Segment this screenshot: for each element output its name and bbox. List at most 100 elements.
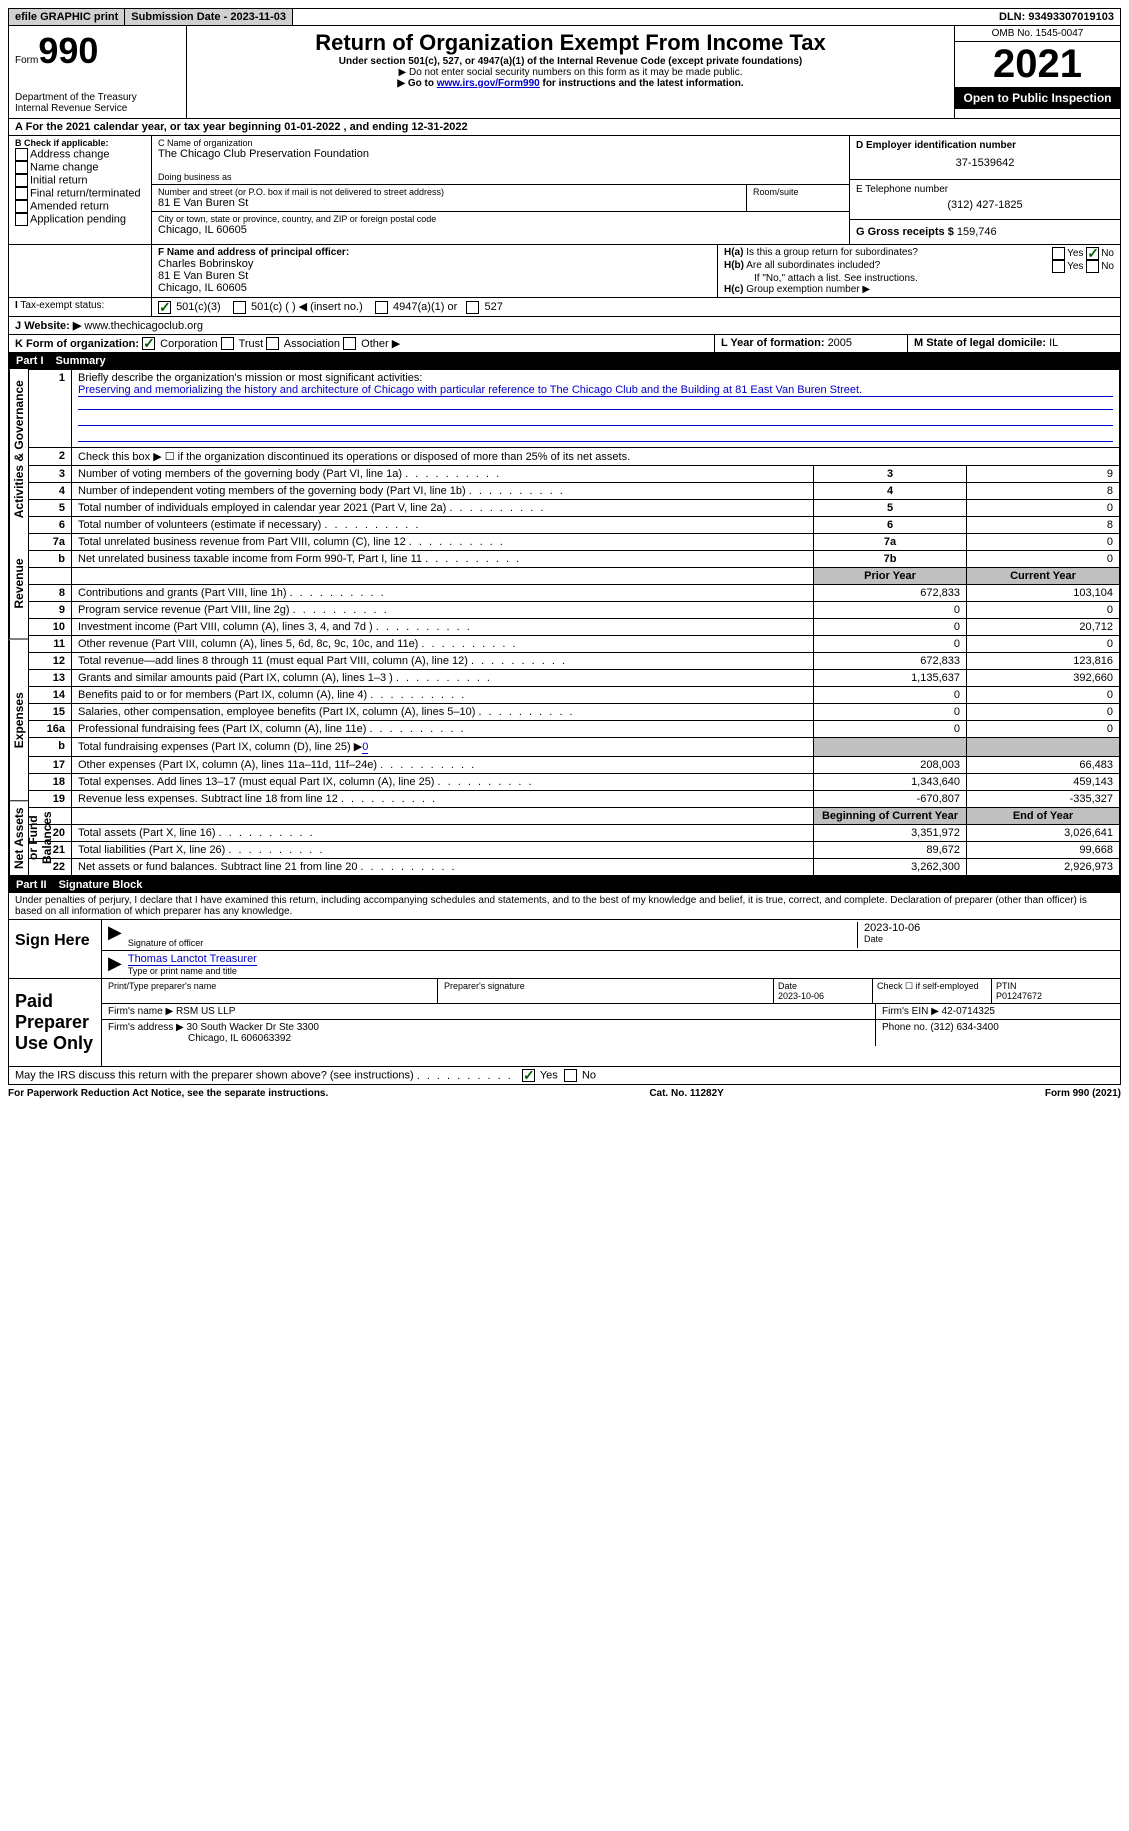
discuss-yes: Yes <box>540 1070 558 1082</box>
dln-value: 93493307019103 <box>1028 11 1114 23</box>
vert-rev: Revenue <box>9 529 28 640</box>
name-change-label: Name change <box>30 161 99 173</box>
period-begin: 01-01-2022 <box>284 121 340 133</box>
submission-date: Submission Date - 2023-11-03 <box>125 9 293 25</box>
initial-return-checkbox[interactable] <box>15 174 28 187</box>
gross-value: 159,746 <box>957 226 997 238</box>
goto-post: for instructions and the latest informat… <box>540 78 744 89</box>
vert-ag: Activities & Governance <box>9 369 28 529</box>
501c3-checkbox[interactable] <box>158 301 171 314</box>
goto-pre: ▶ Go to <box>397 78 436 89</box>
period-end: 12-31-2022 <box>411 121 467 133</box>
submission-date-value: 2023-11-03 <box>230 11 286 23</box>
table-row: 22Net assets or fund balances. Subtract … <box>29 859 1120 876</box>
4947-label: 4947(a)(1) or <box>393 301 457 313</box>
col-current: Current Year <box>967 568 1120 585</box>
hb-no-checkbox[interactable] <box>1086 260 1099 273</box>
vert-exp: Expenses <box>9 640 28 801</box>
line1-label: Briefly describe the organization's miss… <box>78 372 422 384</box>
discuss-yes-checkbox[interactable] <box>522 1069 535 1082</box>
amended-checkbox[interactable] <box>15 200 28 213</box>
trust-checkbox[interactable] <box>221 337 234 350</box>
box-h: H(a) Is this a group return for subordin… <box>718 245 1120 297</box>
period-pre: For the 2021 calendar year, or tax year … <box>26 121 285 133</box>
open-to-public: Open to Public Inspection <box>955 87 1120 109</box>
irs-label: Internal Revenue Service <box>15 103 180 114</box>
klm-row: K Form of organization: Corporation Trus… <box>8 335 1121 354</box>
table-row: 11Other revenue (Part VIII, column (A), … <box>29 636 1120 653</box>
name-change-checkbox[interactable] <box>15 161 28 174</box>
table-row: 16aProfessional fundraising fees (Part I… <box>29 721 1120 738</box>
501c-checkbox[interactable] <box>233 301 246 314</box>
firm-name-value: RSM US LLP <box>176 1006 235 1017</box>
form-org-label: K Form of organization: <box>15 338 139 350</box>
vert-net: Net Assets or Fund Balances <box>9 801 28 876</box>
efile-print-button[interactable]: efile GRAPHIC print <box>9 9 125 25</box>
paid-preparer-block: Paid Preparer Use Only Print/Type prepar… <box>8 979 1121 1067</box>
part2-title: Signature Block <box>59 879 143 891</box>
instructions-link[interactable]: www.irs.gov/Form990 <box>437 78 540 89</box>
527-checkbox[interactable] <box>466 301 479 314</box>
ha-no-checkbox[interactable] <box>1086 247 1099 260</box>
form-word: Form <box>15 55 38 66</box>
firm-addr2: Chicago, IL 606063392 <box>108 1033 869 1044</box>
street-value: 81 E Van Buren St <box>158 197 740 209</box>
firm-ein-value: 42-0714325 <box>942 1006 995 1017</box>
table-row: 15Salaries, other compensation, employee… <box>29 704 1120 721</box>
other-checkbox[interactable] <box>343 337 356 350</box>
cat-no: Cat. No. 11282Y <box>649 1088 723 1099</box>
hb-yes-checkbox[interactable] <box>1052 260 1065 273</box>
final-return-checkbox[interactable] <box>15 187 28 200</box>
officer-name: Charles Bobrinskoy <box>158 258 711 270</box>
mission-text: Preserving and memorializing the history… <box>78 384 1113 397</box>
table-row: 3Number of voting members of the governi… <box>29 466 1120 483</box>
org-name: The Chicago Club Preservation Foundation <box>158 148 843 160</box>
domicile-value: IL <box>1049 337 1058 349</box>
part2-header: Part II Signature Block <box>8 877 1121 893</box>
tax-year: 2021 <box>993 42 1082 86</box>
ptin-value: P01247672 <box>996 991 1042 1001</box>
discuss-no: No <box>582 1070 596 1082</box>
app-pending-label: Application pending <box>30 213 126 225</box>
phone-value: (312) 427-1825 <box>856 195 1114 215</box>
table-row: 7aTotal unrelated business revenue from … <box>29 534 1120 551</box>
assoc-checkbox[interactable] <box>266 337 279 350</box>
table-row: 8Contributions and grants (Part VIII, li… <box>29 585 1120 602</box>
sig-date-value: 2023-10-06 <box>864 922 1114 934</box>
website-label: Website: ▶ <box>24 320 81 332</box>
summary-table: 1 Briefly describe the organization's mi… <box>28 369 1120 876</box>
ssn-warning: ▶ Do not enter social security numbers o… <box>195 67 946 78</box>
box-b: B Check if applicable: Address change Na… <box>9 136 152 244</box>
page-footer: For Paperwork Reduction Act Notice, see … <box>8 1085 1121 1099</box>
table-row: 19Revenue less expenses. Subtract line 1… <box>29 791 1120 808</box>
dept-treasury: Department of the Treasury <box>15 92 180 103</box>
addr-change-label: Address change <box>30 148 110 160</box>
corp-checkbox[interactable] <box>142 337 155 350</box>
sig-date-label: Date <box>864 934 1114 944</box>
form-number: 990 <box>38 30 98 71</box>
ha-yes-checkbox[interactable] <box>1052 247 1065 260</box>
table-row: 5Total number of individuals employed in… <box>29 500 1120 517</box>
discuss-no-checkbox[interactable] <box>564 1069 577 1082</box>
part1-body: Activities & Governance Revenue Expenses… <box>8 369 1121 877</box>
table-row: 12Total revenue—add lines 8 through 11 (… <box>29 653 1120 670</box>
sign-here-label: Sign Here <box>9 920 102 978</box>
arrow-icon: ▶ <box>108 922 122 948</box>
spacer-b <box>9 245 152 297</box>
other-label: Other ▶ <box>361 338 400 350</box>
app-pending-checkbox[interactable] <box>15 213 28 226</box>
form-header: Form990 Department of the Treasury Inter… <box>8 26 1121 119</box>
4947-checkbox[interactable] <box>375 301 388 314</box>
prep-date-label: Date <box>778 981 797 991</box>
perjury-declaration: Under penalties of perjury, I declare th… <box>8 893 1121 920</box>
part1-num: Part I <box>16 355 44 367</box>
addr-change-checkbox[interactable] <box>15 148 28 161</box>
table-row: 9Program service revenue (Part VIII, lin… <box>29 602 1120 619</box>
firm-addr1: 30 South Wacker Dr Ste 3300 <box>187 1022 319 1033</box>
ptin-label: PTIN <box>996 981 1017 991</box>
box-c: C Name of organization The Chicago Club … <box>152 136 850 244</box>
year-block: OMB No. 1545-0047 2021 Open to Public In… <box>954 26 1120 118</box>
officer-addr2: Chicago, IL 60605 <box>158 282 711 294</box>
501c-label: 501(c) ( ) ◀ (insert no.) <box>251 301 363 313</box>
col-prior: Prior Year <box>814 568 967 585</box>
